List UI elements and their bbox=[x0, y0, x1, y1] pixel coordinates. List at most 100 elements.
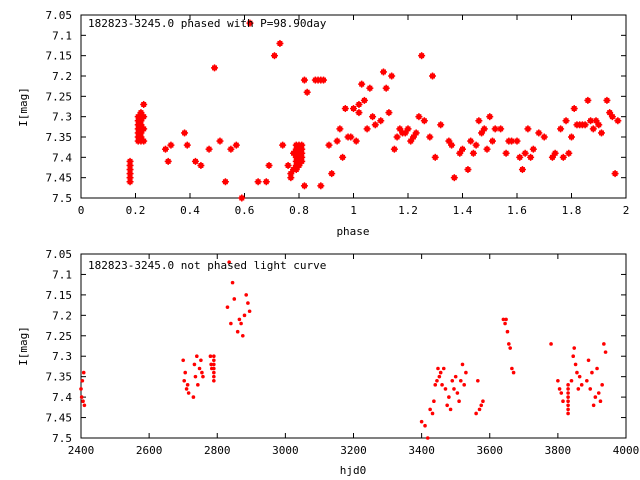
unphased-data-point bbox=[445, 403, 449, 408]
unphased-data-point bbox=[212, 366, 216, 371]
phased-y-tick-label: 7.35 bbox=[46, 131, 73, 144]
unphased-data-point bbox=[566, 383, 570, 387]
unphased-x-axis-label: hjd0 bbox=[340, 464, 367, 477]
unphased-data-point bbox=[229, 321, 233, 326]
phased-x-ticks: 0 0.2 0.4 0.6 0.8 1 1.2 1.4 1.6 1.8 2 bbox=[78, 15, 630, 217]
unphased-data-point bbox=[208, 354, 213, 359]
unphased-data-point bbox=[209, 362, 213, 367]
phased-data-point bbox=[379, 68, 387, 76]
unphased-data-point bbox=[244, 293, 249, 297]
unphased-data-point bbox=[566, 403, 570, 408]
phased-data-point bbox=[279, 141, 287, 149]
unphased-data-point bbox=[212, 374, 216, 379]
phased-data-point bbox=[388, 72, 396, 80]
phased-x-tick-label: 0.2 bbox=[126, 204, 146, 217]
phased-x-tick-label: 1.6 bbox=[507, 204, 527, 217]
unphased-data-point bbox=[197, 366, 202, 371]
unphased-x-tick-label: 3000 bbox=[272, 444, 299, 457]
phased-data-point bbox=[608, 113, 616, 121]
unphased-y-tick-label: 7.1 bbox=[52, 268, 72, 281]
phased-x-tick-label: 0.4 bbox=[180, 204, 200, 217]
unphased-data-point bbox=[566, 387, 570, 391]
unphased-data-point bbox=[185, 383, 190, 387]
phased-data-point bbox=[488, 137, 496, 145]
unphased-data-point bbox=[464, 370, 468, 375]
phased-x-tick-label: 2 bbox=[623, 204, 630, 217]
unphased-data-point bbox=[481, 399, 485, 404]
unphased-data-point bbox=[585, 378, 589, 383]
phased-data-point bbox=[450, 174, 458, 182]
unphased-data-point bbox=[505, 329, 510, 334]
phased-data-point bbox=[328, 170, 336, 178]
phased-data-point bbox=[276, 39, 284, 47]
phased-data-point bbox=[551, 149, 559, 157]
phased-data-point bbox=[352, 137, 360, 145]
unphased-data-point bbox=[200, 370, 204, 375]
unphased-data-point bbox=[192, 362, 197, 367]
unphased-data-point bbox=[232, 297, 237, 301]
phased-data-point bbox=[140, 113, 148, 121]
phased-data-point bbox=[197, 161, 205, 169]
unphased-data-point bbox=[183, 370, 188, 375]
phased-data-point bbox=[232, 141, 240, 149]
phased-data-point bbox=[497, 125, 505, 133]
unphased-data-point bbox=[586, 358, 591, 363]
phased-data-point bbox=[360, 96, 368, 104]
phased-data-point bbox=[581, 121, 589, 129]
unphased-data-point bbox=[566, 407, 570, 412]
unphased-data-point bbox=[425, 436, 430, 440]
phased-y-tick-label: 7.05 bbox=[46, 9, 73, 22]
phased-data-point bbox=[227, 145, 235, 153]
phased-data-point bbox=[336, 125, 344, 133]
unphased-y-tick-label: 7.3 bbox=[52, 350, 72, 363]
unphased-plot-frame bbox=[80, 253, 627, 439]
phased-data-point bbox=[480, 125, 488, 133]
phased-data-point bbox=[254, 178, 262, 186]
phased-data-point bbox=[562, 117, 570, 125]
unphased-data-point bbox=[569, 378, 574, 383]
phased-data-point bbox=[502, 149, 510, 157]
unphased-data-point bbox=[573, 362, 578, 367]
unphased-data-point bbox=[432, 399, 436, 404]
phased-data-point bbox=[164, 157, 172, 165]
unphased-y-tick-label: 7.5 bbox=[52, 432, 72, 445]
phased-data-point bbox=[216, 137, 224, 145]
phased-data-point bbox=[565, 149, 573, 157]
unphased-data-point bbox=[196, 383, 200, 387]
phased-data-point bbox=[589, 125, 597, 133]
unphased-data-point bbox=[549, 342, 553, 346]
unphased-data-point bbox=[508, 346, 512, 350]
phased-data-point bbox=[409, 133, 417, 141]
phased-data-point bbox=[347, 133, 355, 141]
phased-data-point bbox=[459, 145, 466, 153]
phased-data-point bbox=[284, 161, 292, 169]
unphased-data-point bbox=[571, 354, 576, 359]
phased-data-point bbox=[483, 145, 491, 153]
phased-y-tick-label: 7.3 bbox=[52, 111, 72, 124]
unphased-panel: 2400 2600 2800 3000 3200 3400 3600 3800 4000 7.0… bbox=[17, 248, 639, 477]
unphased-data-point bbox=[602, 342, 606, 346]
unphased-data-point bbox=[596, 391, 601, 395]
unphased-data-point bbox=[212, 358, 216, 363]
unphased-data-point bbox=[191, 395, 196, 399]
unphased-data-point bbox=[440, 383, 444, 387]
unphased-data-point bbox=[239, 321, 243, 326]
unphased-data-point bbox=[195, 354, 199, 359]
phased-y-tick-label: 7.4 bbox=[52, 151, 72, 164]
unphased-data-point bbox=[212, 354, 216, 359]
phased-data-point bbox=[369, 113, 377, 121]
unphased-data-point bbox=[242, 313, 247, 318]
unphased-data-point bbox=[503, 321, 507, 326]
unphased-data-point bbox=[457, 399, 461, 404]
phased-data-point bbox=[478, 129, 486, 137]
phased-data-point bbox=[518, 166, 526, 174]
unphased-data-point bbox=[227, 260, 231, 264]
unphased-data-point bbox=[435, 378, 439, 383]
unphased-data-point bbox=[600, 383, 604, 387]
unphased-data-point bbox=[477, 407, 482, 412]
phased-data-point bbox=[592, 117, 600, 125]
phased-chart-title: 182823-3245.0 phased with P=98.90day bbox=[88, 17, 327, 30]
unphased-data-point bbox=[559, 391, 564, 395]
phased-y-tick-label: 7.45 bbox=[46, 172, 73, 185]
